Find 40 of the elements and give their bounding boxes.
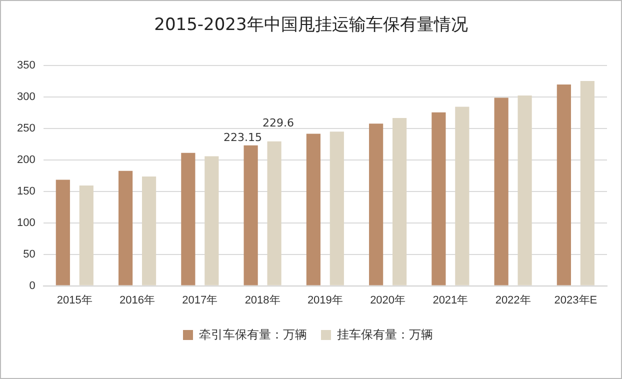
bar <box>306 134 320 286</box>
y-tick-label: 350 <box>16 60 36 72</box>
bar <box>79 185 94 286</box>
legend-label: 牵引车保有量：万辆 <box>199 327 307 342</box>
x-tick-label: 2016年 <box>120 294 156 306</box>
y-tick-label: 200 <box>16 154 36 166</box>
y-tick-label: 300 <box>16 91 36 104</box>
bar <box>432 112 446 286</box>
bar <box>392 118 407 286</box>
y-tick-label: 0 <box>29 280 36 292</box>
y-tick-label: 100 <box>16 216 36 229</box>
x-tick-label: 2015年 <box>56 294 92 306</box>
x-tick-label: 2019年 <box>307 294 343 306</box>
bar <box>556 84 571 286</box>
chart-title: 2015-2023年中国甩挂运输车保有量情况 <box>153 14 469 36</box>
legend-label: 挂车保有量：万辆 <box>337 327 433 342</box>
bar <box>267 141 282 286</box>
y-tick-label: 250 <box>16 122 36 135</box>
bar <box>455 106 470 286</box>
bar <box>56 180 70 286</box>
x-tick-label: 2017年 <box>182 294 218 306</box>
y-tick-label: 50 <box>23 248 36 260</box>
bar <box>181 152 196 286</box>
x-tick-label: 2021年 <box>432 294 468 306</box>
bar <box>142 176 156 286</box>
bar <box>580 80 594 286</box>
bar <box>518 96 532 286</box>
data-label: 223.15 <box>224 130 262 144</box>
x-tick-label: 2020年 <box>370 294 406 306</box>
x-tick-label: 2022年 <box>495 294 531 306</box>
bar <box>330 132 344 286</box>
bar <box>204 156 219 286</box>
x-tick-label: 2023年E <box>554 294 598 306</box>
bar <box>244 145 258 286</box>
bar <box>118 170 133 286</box>
x-tick-label: 2018年 <box>244 294 280 306</box>
y-tick-label: 150 <box>16 185 36 198</box>
bar <box>369 124 384 286</box>
data-label: 229.6 <box>262 116 294 130</box>
bar <box>494 98 508 286</box>
